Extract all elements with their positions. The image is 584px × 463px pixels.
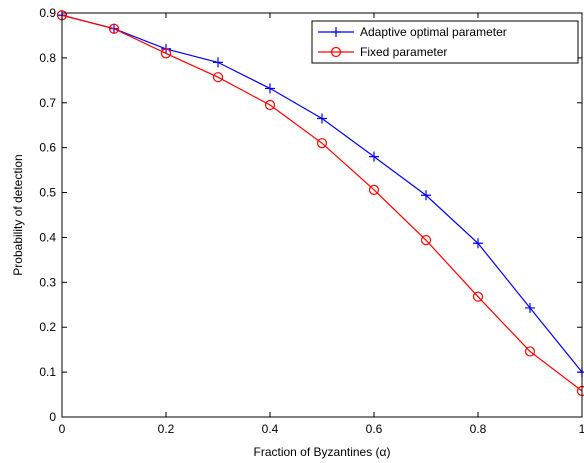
y-tick-label: 0 [49,410,56,424]
legend-item: Fixed parameter [318,45,447,59]
data-point [316,138,328,149]
data-point [420,235,432,246]
legend: Adaptive optimal parameter Fixed paramete… [311,20,579,64]
y-tick-label: 0.4 [39,230,56,244]
data-point [265,83,275,94]
legend-item: Adaptive optimal parameter [318,25,507,39]
y-tick-label: 0.2 [39,320,56,334]
y-tick-label: 0.1 [39,365,56,379]
data-point [525,302,535,313]
x-tick-label: 0.8 [470,422,487,436]
y-tick-label: 0.3 [39,275,56,289]
data-point [160,48,172,59]
data-point [472,291,484,302]
legend-box [311,20,579,64]
data-point [264,99,276,111]
x-tick-label: 0.6 [366,422,383,436]
plot-frame [61,12,583,418]
y-tick-label: 0.9 [39,6,56,20]
x-tick-label: 0 [59,422,66,436]
y-tick-label: 0.8 [39,51,56,65]
x-tick-label: 0.2 [158,422,175,436]
x-tick-label: 0.4 [262,422,279,436]
y-tick-label: 0.7 [39,96,56,110]
plot-area [62,13,582,417]
data-point [369,151,379,162]
legend-label: Fixed parameter [360,45,447,59]
data-point [524,346,536,357]
data-point [212,72,224,83]
data-point [317,113,327,124]
data-point [368,184,380,195]
legend-marker [330,46,342,58]
data-point [473,238,483,249]
y-axis-label: Probability of detection [11,154,25,275]
y-tick-label: 0.6 [39,141,56,155]
series-layer [56,10,584,397]
data-point [108,23,120,34]
y-tick-label: 0.5 [39,186,56,200]
series-line [61,14,583,392]
x-axis-label: Fraction of Byzantines (α) [254,445,391,459]
data-point [213,57,223,68]
legend-label: Adaptive optimal parameter [360,25,507,39]
x-tick-label: 1 [579,422,584,436]
legend-marker [331,27,341,37]
data-point [421,190,431,201]
